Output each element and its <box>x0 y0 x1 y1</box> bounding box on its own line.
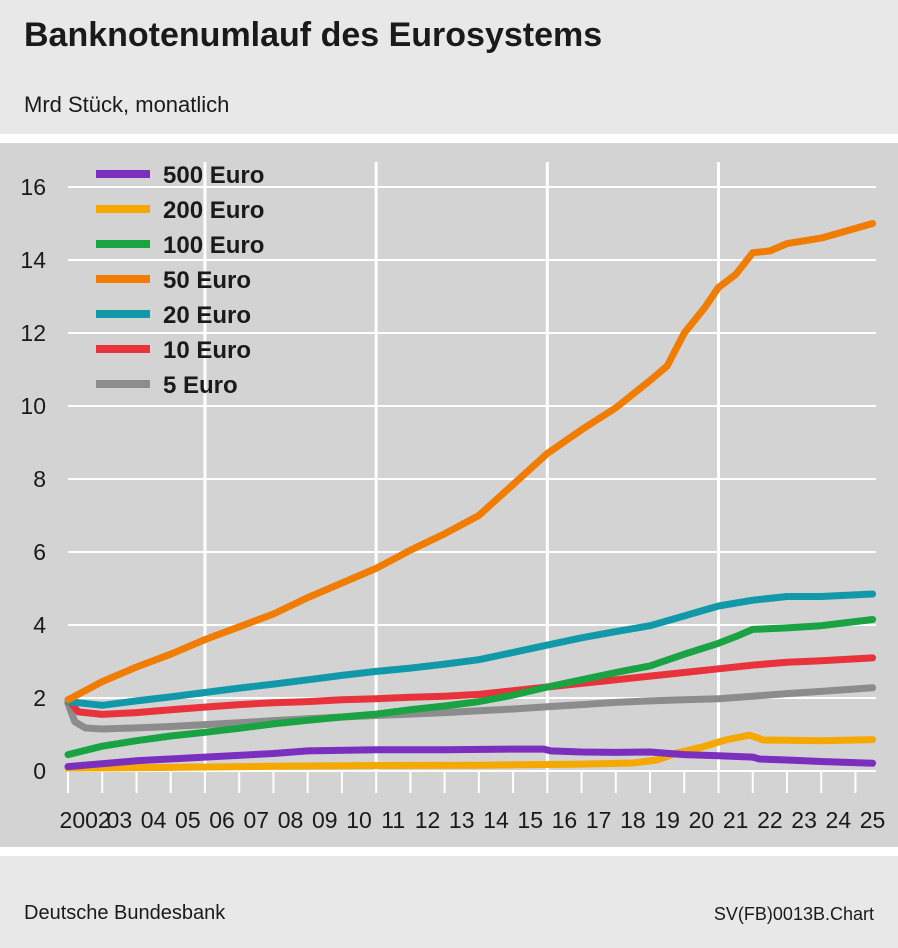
x-tick-label: 09 <box>312 807 338 833</box>
chart-title: Banknotenumlauf des Eurosystems <box>24 16 603 54</box>
x-tick-label: 11 <box>381 807 405 833</box>
x-tick-label: 16 <box>552 807 578 833</box>
footer-panel <box>0 856 898 948</box>
y-tick-label: 10 <box>20 393 46 419</box>
y-tick-label: 8 <box>33 466 46 492</box>
x-tick-label: 15 <box>517 807 543 833</box>
header-panel <box>0 0 898 134</box>
x-tick-label: 10 <box>346 807 372 833</box>
x-tick-label: 2002 <box>60 807 111 833</box>
chart-id: SV(FB)0013B.Chart <box>713 904 874 924</box>
y-tick-label: 6 <box>33 539 46 565</box>
x-tick-label: 08 <box>278 807 304 833</box>
legend-label: 50 Euro <box>163 267 251 294</box>
series-line <box>64 220 877 704</box>
series-lines <box>64 220 877 772</box>
series-line <box>64 654 877 718</box>
legend-label: 20 Euro <box>163 302 251 329</box>
legend-label: 500 Euro <box>163 162 264 189</box>
y-tick-label: 4 <box>33 612 46 638</box>
y-tick-label: 16 <box>20 174 46 200</box>
chart-subtitle: Mrd Stück, monatlich <box>24 92 230 117</box>
x-tick-label: 14 <box>483 807 509 833</box>
x-tick-label: 12 <box>415 807 441 833</box>
x-tick-label: 25 <box>860 807 886 833</box>
x-tick-label: 13 <box>449 807 475 833</box>
x-tick-label: 05 <box>175 807 201 833</box>
legend-label: 200 Euro <box>163 197 264 224</box>
x-tick-label: 21 <box>723 807 749 833</box>
series-line <box>64 745 877 771</box>
legend-label: 5 Euro <box>163 372 238 399</box>
series-line <box>64 684 877 733</box>
x-tick-label: 03 <box>107 807 133 833</box>
x-tick-label: 18 <box>620 807 646 833</box>
x-tick-label: 22 <box>757 807 783 833</box>
legend-label: 100 Euro <box>163 232 264 259</box>
x-tick-label: 06 <box>209 807 235 833</box>
x-tick-label: 04 <box>141 807 167 833</box>
x-tick-label: 07 <box>244 807 270 833</box>
x-tick-label: 24 <box>826 807 852 833</box>
x-tick-label: 20 <box>689 807 715 833</box>
x-tick-label: 19 <box>654 807 680 833</box>
series-line <box>64 616 877 759</box>
y-tick-label: 0 <box>33 758 46 784</box>
source-note: Deutsche Bundesbank <box>24 902 226 924</box>
legend: 500 Euro 200 Euro 100 Euro 50 Euro 20 Euro 10… <box>96 162 264 399</box>
y-tick-label: 14 <box>20 247 46 273</box>
series-line <box>64 590 877 709</box>
y-tick-label: 2 <box>33 685 46 711</box>
legend-label: 10 Euro <box>163 337 251 364</box>
x-tick-label: 17 <box>586 807 612 833</box>
x-tick-label: 23 <box>791 807 817 833</box>
y-tick-label: 12 <box>20 320 46 346</box>
